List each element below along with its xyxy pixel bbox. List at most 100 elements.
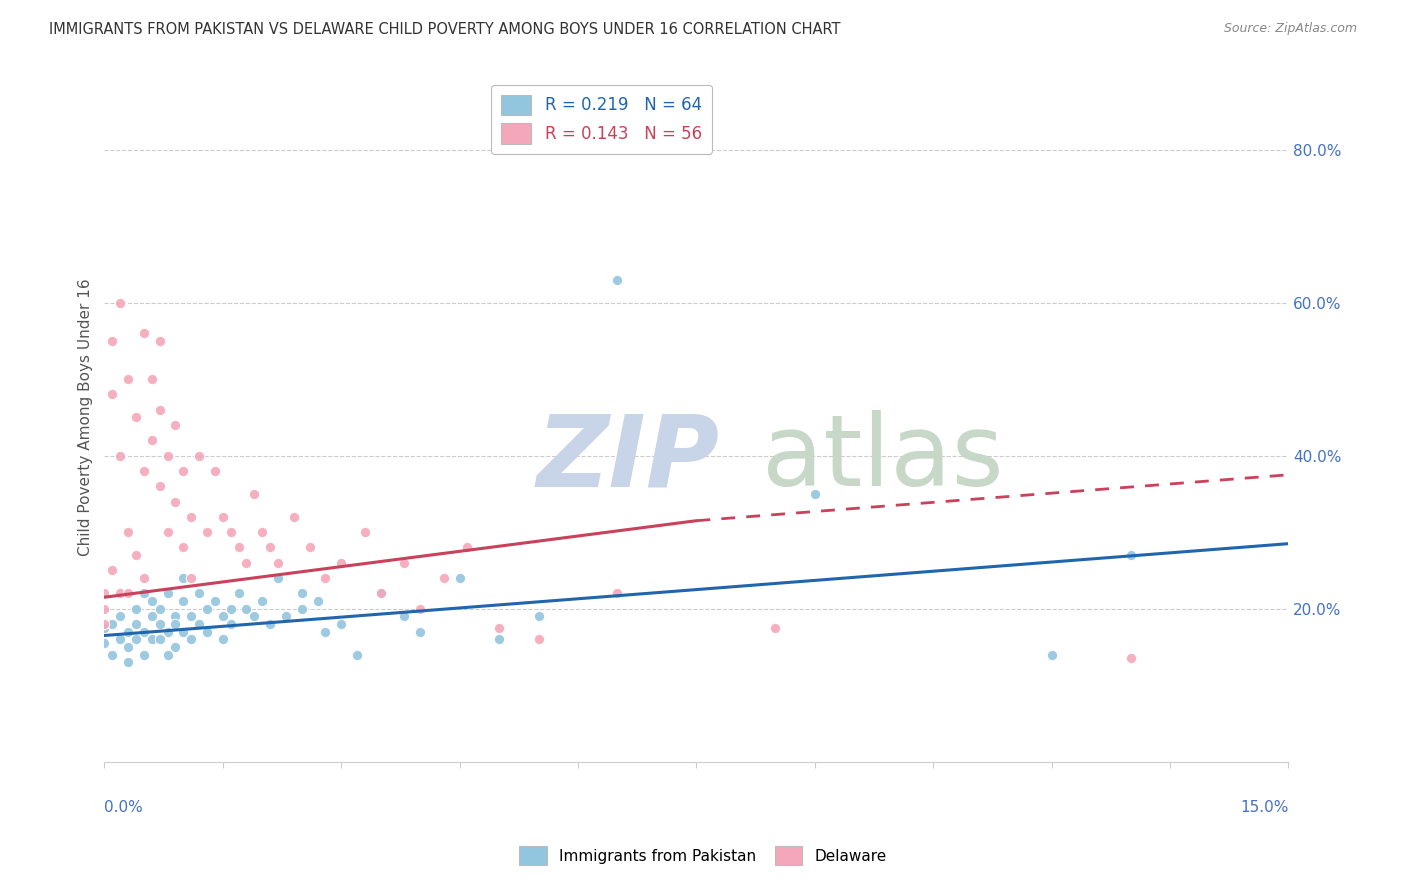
Point xyxy=(165,609,187,624)
Point xyxy=(108,609,131,624)
Text: atlas: atlas xyxy=(762,410,1002,508)
Point xyxy=(314,624,336,639)
Point xyxy=(93,601,115,615)
Point xyxy=(433,571,456,585)
Text: 15.0%: 15.0% xyxy=(1240,799,1288,814)
Point xyxy=(188,449,211,463)
Point xyxy=(394,609,416,624)
Point xyxy=(252,525,274,540)
Point xyxy=(165,417,187,432)
Y-axis label: Child Poverty Among Boys Under 16: Child Poverty Among Boys Under 16 xyxy=(79,278,93,557)
Point xyxy=(267,556,290,570)
Point xyxy=(180,509,202,524)
Point xyxy=(330,617,353,632)
Point xyxy=(763,621,786,635)
Point xyxy=(108,632,131,647)
Point xyxy=(141,434,163,448)
Point xyxy=(93,621,115,635)
Point xyxy=(456,541,478,555)
Point xyxy=(108,295,131,310)
Point xyxy=(314,571,336,585)
Point xyxy=(93,636,115,650)
Point xyxy=(132,624,155,639)
Point xyxy=(172,624,194,639)
Point xyxy=(180,609,202,624)
Point xyxy=(449,571,471,585)
Point xyxy=(180,571,202,585)
Point xyxy=(1040,648,1063,662)
Point xyxy=(101,617,124,632)
Point xyxy=(606,272,628,286)
Legend: Immigrants from Pakistan, Delaware: Immigrants from Pakistan, Delaware xyxy=(513,840,893,871)
Point xyxy=(195,624,218,639)
Point xyxy=(132,648,155,662)
Point xyxy=(165,640,187,654)
Point xyxy=(291,586,314,600)
Point xyxy=(101,648,124,662)
Point xyxy=(1119,651,1142,665)
Point xyxy=(188,617,211,632)
Point xyxy=(235,601,257,615)
Point xyxy=(132,571,155,585)
Point xyxy=(211,509,233,524)
Point xyxy=(298,541,321,555)
Point xyxy=(101,334,124,348)
Point xyxy=(149,334,172,348)
Point xyxy=(274,609,297,624)
Point xyxy=(527,609,550,624)
Text: 0.0%: 0.0% xyxy=(104,799,143,814)
Point xyxy=(108,449,131,463)
Point xyxy=(125,410,148,425)
Point xyxy=(172,571,194,585)
Point xyxy=(527,632,550,647)
Point xyxy=(211,609,233,624)
Point xyxy=(606,586,628,600)
Point xyxy=(165,617,187,632)
Point xyxy=(149,617,172,632)
Point xyxy=(219,601,242,615)
Point xyxy=(259,541,281,555)
Point xyxy=(235,556,257,570)
Point xyxy=(354,525,377,540)
Point xyxy=(93,586,115,600)
Point xyxy=(132,326,155,341)
Point xyxy=(156,449,179,463)
Point xyxy=(307,594,329,608)
Point xyxy=(409,601,432,615)
Point xyxy=(172,541,194,555)
Point xyxy=(172,594,194,608)
Point xyxy=(125,632,148,647)
Point xyxy=(132,464,155,478)
Legend: R = 0.219   N = 64, R = 0.143   N = 56: R = 0.219 N = 64, R = 0.143 N = 56 xyxy=(492,85,711,153)
Text: IMMIGRANTS FROM PAKISTAN VS DELAWARE CHILD POVERTY AMONG BOYS UNDER 16 CORRELATI: IMMIGRANTS FROM PAKISTAN VS DELAWARE CHI… xyxy=(49,22,841,37)
Point xyxy=(141,372,163,386)
Point xyxy=(228,586,250,600)
Point xyxy=(204,464,226,478)
Point xyxy=(409,624,432,639)
Point xyxy=(172,464,194,478)
Point xyxy=(1119,548,1142,562)
Point xyxy=(394,556,416,570)
Point xyxy=(370,586,392,600)
Point xyxy=(330,556,353,570)
Point xyxy=(180,632,202,647)
Point xyxy=(195,525,218,540)
Point xyxy=(291,601,314,615)
Point xyxy=(488,632,510,647)
Point xyxy=(204,594,226,608)
Point xyxy=(370,586,392,600)
Point xyxy=(219,525,242,540)
Point xyxy=(125,548,148,562)
Point xyxy=(117,525,139,540)
Point xyxy=(804,487,827,501)
Text: Source: ZipAtlas.com: Source: ZipAtlas.com xyxy=(1223,22,1357,36)
Point xyxy=(108,586,131,600)
Point xyxy=(149,479,172,493)
Point xyxy=(101,564,124,578)
Point xyxy=(156,586,179,600)
Point xyxy=(149,601,172,615)
Point xyxy=(117,624,139,639)
Point xyxy=(141,609,163,624)
Point xyxy=(141,594,163,608)
Point xyxy=(141,632,163,647)
